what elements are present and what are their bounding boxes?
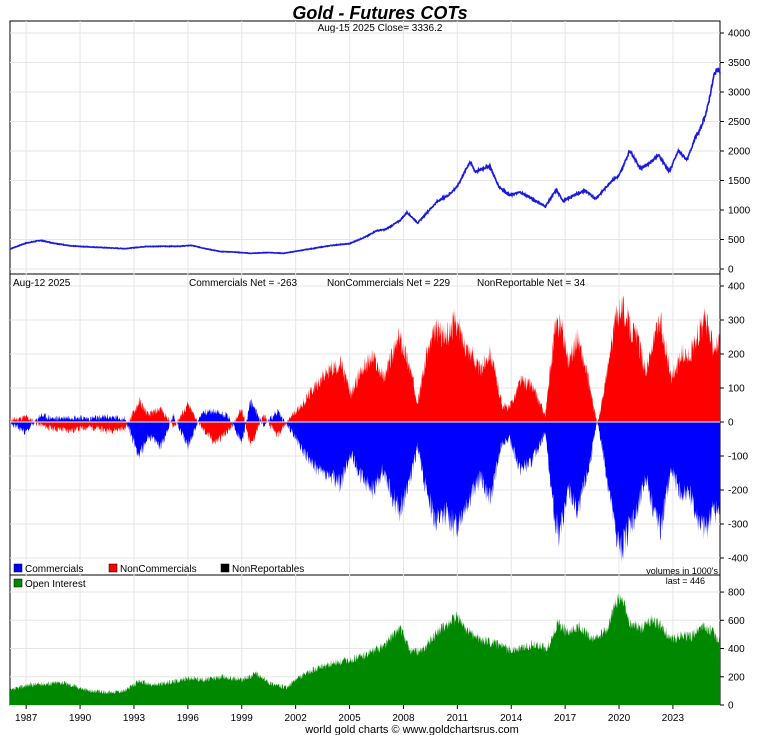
y-tick-label: 0 (728, 701, 734, 712)
nonreportable-net-label: NonReportable Net = 34 (477, 278, 586, 289)
x-tick-label: 2014 (500, 713, 523, 724)
x-tick-label: 1996 (177, 713, 200, 724)
x-tick-label: 2017 (554, 713, 577, 724)
x-tick-label: 2020 (608, 713, 631, 724)
noncommercials-net-label: NonCommercials Net = 229 (327, 278, 451, 289)
y-tick-label: 0 (728, 418, 734, 429)
legend-swatch-noncommercials (108, 563, 118, 573)
y-tick-label: 3500 (728, 58, 751, 69)
y-tick-label: 1000 (728, 206, 751, 217)
price-line (9, 67, 721, 255)
x-tick-label: 2023 (662, 713, 685, 724)
legend-noncommercials: NonCommercials (120, 564, 197, 575)
open-interest-area (10, 592, 720, 705)
y-tick-label: 0 (728, 265, 734, 276)
y-tick-label: 500 (728, 235, 745, 246)
y-tick-label: 2500 (728, 117, 751, 128)
y-tick-label: 300 (728, 316, 745, 327)
commercials-net-label: Commercials Net = -263 (189, 278, 298, 289)
y-tick-label: 200 (728, 350, 745, 361)
y-tick-label: 4000 (728, 29, 751, 40)
y-tick-label: 400 (728, 644, 745, 655)
legend-swatch-nonreportables (220, 563, 230, 573)
y-tick-label: 800 (728, 588, 745, 599)
legend-swatch-commercials (13, 563, 23, 573)
volume-note: volumes in 1000's (646, 566, 718, 576)
x-tick-label: 1993 (123, 713, 146, 724)
chart-title: Gold - Futures COTs (292, 3, 467, 23)
x-tick-label: 1987 (15, 713, 38, 724)
cot-date-label: Aug-12 2025 (13, 278, 71, 289)
y-tick-label: -400 (728, 554, 748, 565)
legend-commercials: Commercials (25, 564, 83, 575)
price-subtitle: Aug-15 2025 Close= 3336.2 (318, 23, 443, 34)
y-tick-label: -300 (728, 520, 748, 531)
legend-nonreportables: NonReportables (232, 564, 304, 575)
y-tick-label: -100 (728, 452, 748, 463)
x-tick-label: 1999 (231, 713, 254, 724)
x-tick-label: 2005 (338, 713, 361, 724)
x-tick-label: 2008 (392, 713, 415, 724)
footer-credit: world gold charts © www.goldchartsrus.co… (304, 724, 519, 735)
y-tick-label: 100 (728, 384, 745, 395)
commercials-area (10, 398, 720, 565)
legend-swatch-open-interest (13, 578, 23, 588)
y-tick-label: -200 (728, 486, 748, 497)
y-tick-label: 400 (728, 282, 745, 293)
x-tick-label: 2002 (285, 713, 308, 724)
open-interest-last-label: last = 446 (666, 576, 705, 586)
cot-series (10, 294, 720, 565)
y-tick-label: 200 (728, 672, 745, 683)
open-interest-series (10, 592, 720, 705)
noncommercials-area (10, 294, 720, 447)
y-tick-label: 1500 (728, 176, 751, 187)
x-tick-label: 1990 (69, 713, 92, 724)
y-tick-label: 600 (728, 616, 745, 627)
axes: 1987 1990 1993 1996 1999 2002 2005 2008 2011 2014… (15, 29, 751, 725)
y-tick-label: 2000 (728, 147, 751, 158)
price-series (9, 67, 721, 255)
legend-open-interest: Open Interest (25, 579, 86, 590)
y-tick-label: 3000 (728, 88, 751, 99)
x-tick-label: 2011 (447, 713, 469, 724)
